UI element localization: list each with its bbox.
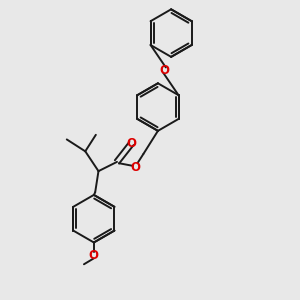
- Text: O: O: [160, 64, 170, 76]
- Text: O: O: [130, 161, 140, 174]
- Text: O: O: [127, 137, 136, 150]
- Text: O: O: [89, 248, 99, 262]
